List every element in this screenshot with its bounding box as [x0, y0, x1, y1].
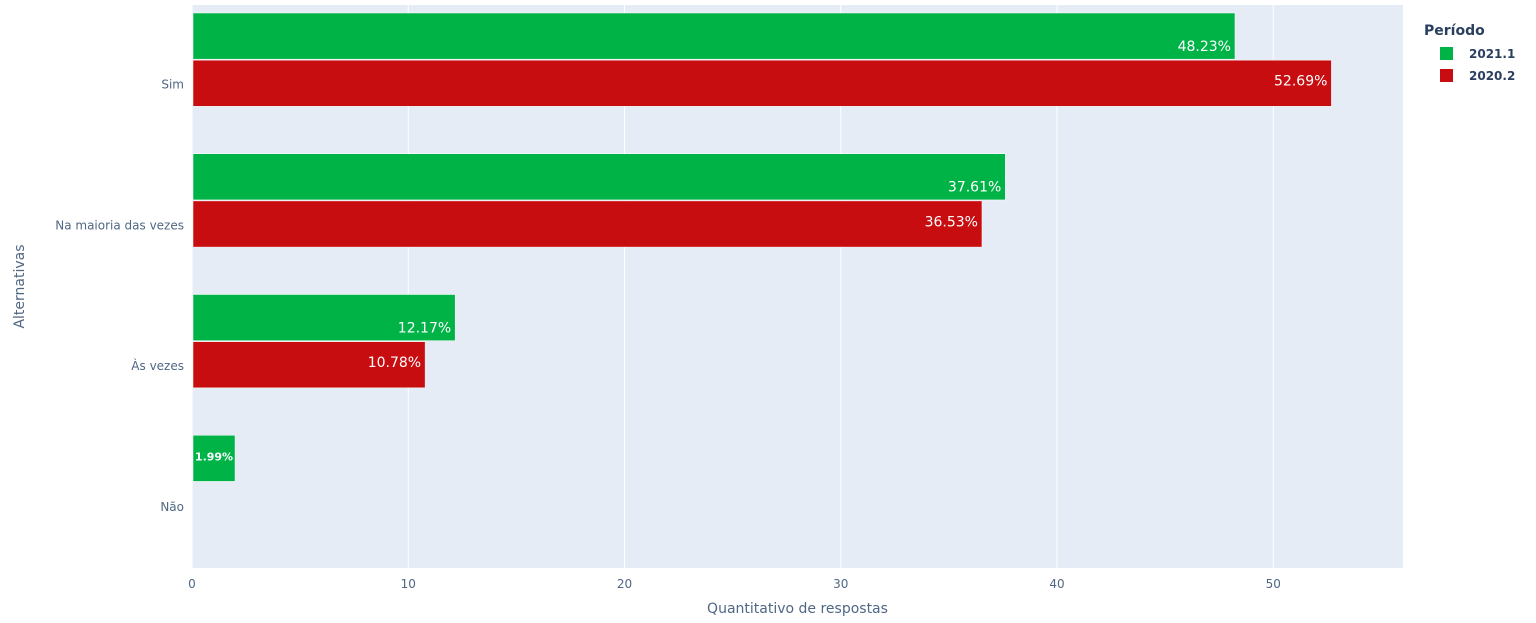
- y-tick-label: Na maioria das vezes: [55, 218, 184, 232]
- x-axis-title: Quantitativo de respostas: [707, 601, 888, 617]
- bar-value-label: 48.23%: [1178, 39, 1231, 55]
- bar-2021.1-3[interactable]: [192, 435, 236, 482]
- legend-item-label[interactable]: 2021.1: [1469, 47, 1515, 61]
- x-tick-label: 30: [833, 577, 848, 591]
- bars: [192, 12, 1332, 482]
- bar-2020.2-2[interactable]: [192, 341, 426, 389]
- bar-value-label: 10.78%: [368, 355, 421, 371]
- legend-swatch[interactable]: [1440, 69, 1453, 82]
- y-tick-label: Às vezes: [131, 358, 184, 373]
- legend-swatch[interactable]: [1440, 47, 1453, 60]
- bar-2020.2-1[interactable]: [192, 200, 983, 248]
- legend[interactable]: Período 2021.1 2020.2: [1424, 23, 1515, 83]
- y-axis-ticks: Sim Na maioria das vezes Às vezes Não: [55, 78, 184, 514]
- bar-value-label: 52.69%: [1274, 74, 1327, 90]
- x-tick-label: 20: [617, 577, 632, 591]
- x-tick-label: 50: [1266, 577, 1281, 591]
- bar-2021.1-0[interactable]: [192, 12, 1236, 60]
- x-tick-label: 0: [188, 577, 196, 591]
- bar-value-label: 12.17%: [398, 320, 451, 336]
- legend-title: Período: [1424, 23, 1485, 39]
- bar-value-label: 37.61%: [948, 180, 1001, 196]
- bar-value-label: 1.99%: [195, 451, 233, 464]
- y-tick-label: Não: [160, 500, 184, 514]
- y-axis-title: Alternativas: [12, 244, 28, 328]
- legend-item-label[interactable]: 2020.2: [1469, 69, 1515, 83]
- bar-value-label: 36.53%: [925, 214, 978, 230]
- x-tick-label: 40: [1049, 577, 1064, 591]
- bar-labels: 48.23% 52.69% 37.61% 36.53% 12.17% 10.78% 1.99…: [195, 39, 1327, 464]
- x-axis-ticks: 0 10 20 30 40 50: [188, 577, 1281, 591]
- bar-2021.1-1[interactable]: [192, 153, 1006, 201]
- bar-2021.1-2[interactable]: [192, 294, 456, 341]
- x-tick-label: 10: [401, 577, 416, 591]
- y-tick-label: Sim: [161, 78, 184, 92]
- bar-2020.2-0[interactable]: [192, 59, 1332, 107]
